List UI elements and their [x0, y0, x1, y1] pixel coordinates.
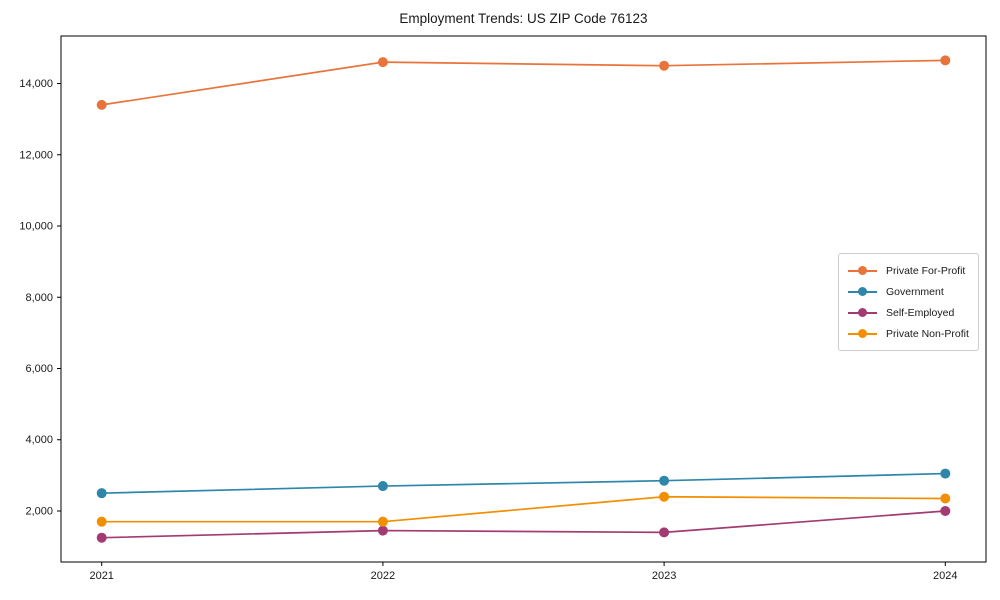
x-axis-tick-label: 2023 — [652, 570, 676, 582]
legend-line-marker-icon — [848, 287, 877, 297]
legend-label: Private For-Profit — [886, 264, 966, 277]
legend-line-marker-icon — [848, 266, 877, 276]
legend-line-marker-icon — [848, 308, 877, 318]
series-line-government — [101, 472, 946, 495]
legend-item: Private Non-Profit — [848, 323, 969, 344]
data-point — [659, 60, 670, 71]
data-point — [659, 491, 670, 502]
legend-label: Self-Employed — [886, 306, 955, 319]
data-point — [940, 55, 951, 66]
y-axis-tick-label: 10,000 — [19, 221, 53, 233]
data-point — [377, 525, 388, 536]
series-line-private-for-profit — [101, 59, 946, 106]
legend: Private For-Profit Government Self-Employe… — [838, 253, 979, 351]
y-axis-tick-label: 14,000 — [19, 78, 53, 90]
data-point — [659, 527, 670, 538]
data-point — [96, 532, 107, 543]
legend-label: Private Non-Profit — [886, 327, 969, 340]
data-point — [940, 468, 951, 479]
data-point — [377, 481, 388, 492]
y-axis-tick-label: 2,000 — [25, 505, 53, 517]
data-point — [940, 493, 951, 504]
data-point — [659, 475, 670, 486]
y-axis-tick-label: 8,000 — [25, 292, 53, 304]
data-point — [96, 488, 107, 499]
data-point — [377, 516, 388, 527]
legend-item: Private For-Profit — [848, 260, 969, 281]
data-point — [940, 505, 951, 516]
data-point — [96, 516, 107, 527]
series-line-self-employed — [101, 510, 946, 539]
series-line-private-non-profit — [101, 495, 946, 523]
legend-item: Government — [848, 281, 969, 302]
legend-label: Government — [886, 285, 944, 298]
data-point — [96, 99, 107, 110]
x-axis-tick-label: 2022 — [371, 570, 395, 582]
legend-line-marker-icon — [848, 329, 877, 339]
plot-frame — [60, 35, 987, 563]
y-axis-tick-label: 6,000 — [25, 363, 53, 375]
y-axis-tick-label: 12,000 — [19, 149, 53, 161]
y-axis-tick-label: 4,000 — [25, 434, 53, 446]
data-point — [377, 57, 388, 68]
x-axis-tick-label: 2024 — [933, 570, 957, 582]
x-axis-tick-label: 2021 — [89, 570, 113, 582]
chart-title: Employment Trends: US ZIP Code 76123 — [399, 11, 648, 26]
legend-item: Self-Employed — [848, 302, 969, 323]
